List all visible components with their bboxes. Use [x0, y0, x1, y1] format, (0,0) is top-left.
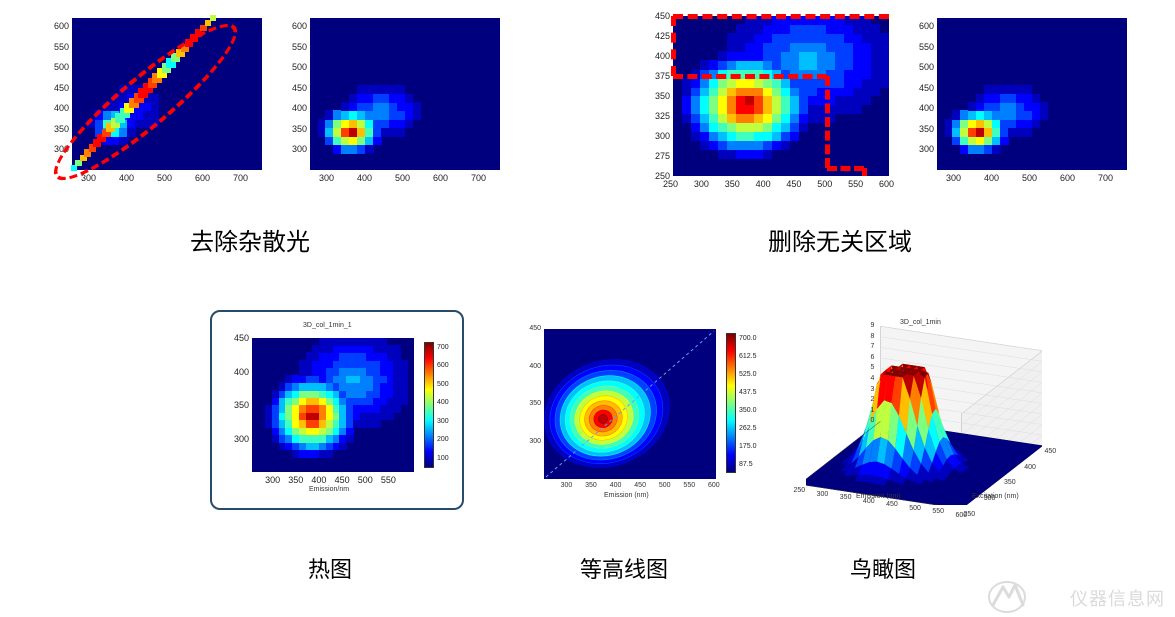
row1: 300400500600700300350400450500550600 300…	[40, 10, 1135, 195]
caption-region: 删除无关区域	[768, 222, 912, 257]
plot-scatter-before: 300400500600700300350400450500550600	[40, 10, 270, 190]
plot-scatter-after: 300400500600700300350400450500550600	[278, 10, 508, 190]
watermark-text: 仪器信息网	[1070, 585, 1165, 611]
plot-region-before: 2503003504004505005506002502753003253503…	[637, 10, 897, 195]
pair-scatter-removal: 300400500600700300350400450500550600 300…	[40, 10, 508, 195]
caption-contour: 等高线图	[580, 552, 668, 584]
plot-heatmap: 3003504004505005503003504004503D_col_1mi…	[218, 318, 456, 502]
watermark-logo-icon	[987, 577, 1027, 613]
pair-region-removal: 2503003504004505005506002502753003253503…	[637, 10, 1135, 195]
caption-heat: 热图	[308, 552, 352, 584]
plot-contour: 300350400450500550600300350400450Emissio…	[514, 319, 756, 501]
caption-scatter: 去除杂散光	[190, 222, 310, 257]
plot-3d: 3D_col_1min01234567892503003504004505005…	[806, 315, 1042, 505]
caption-bird: 鸟瞰图	[850, 552, 916, 584]
frame-heatmap: 3003504004505005503003504004503D_col_1mi…	[210, 310, 464, 510]
row2: 3003504004505005503003504004503D_col_1mi…	[210, 310, 1042, 510]
plot-region-after: 300400500600700300350400450500550600	[905, 10, 1135, 190]
